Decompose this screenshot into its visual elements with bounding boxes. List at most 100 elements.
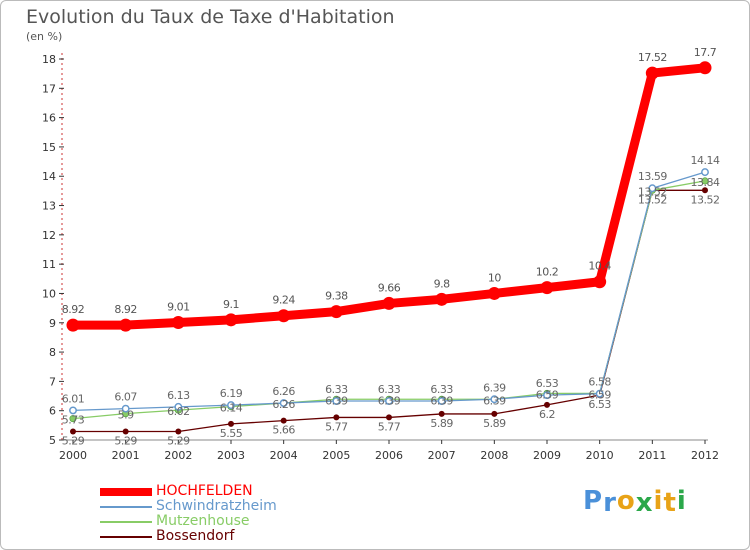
data-label: 10.2 — [536, 266, 559, 279]
data-point — [279, 399, 288, 408]
data-point — [280, 417, 287, 424]
y-tick-label: 14 — [42, 170, 56, 183]
data-label: 5.89 — [483, 417, 506, 430]
y-tick-label: 5 — [49, 434, 56, 447]
y-tick-label: 12 — [42, 229, 56, 242]
logo-letter: i — [676, 486, 687, 516]
data-label: 9.8 — [434, 277, 450, 290]
data-label: 13.52 — [638, 185, 667, 198]
x-tick-label: 2008 — [480, 449, 508, 462]
y-tick-label: 17 — [42, 82, 56, 95]
y-tick-label: 8 — [49, 346, 56, 359]
data-label: 6.01 — [62, 392, 85, 405]
data-label: 6.33 — [325, 383, 348, 396]
data-point — [491, 410, 498, 417]
data-label: 5.89 — [430, 417, 453, 430]
data-point — [593, 275, 607, 289]
x-tick-label: 2000 — [59, 449, 87, 462]
data-point — [702, 187, 708, 194]
data-label: 8.92 — [114, 303, 137, 316]
x-tick-label: 2012 — [691, 449, 719, 462]
logo-letter: o — [616, 486, 636, 516]
data-label: 13.84 — [691, 176, 720, 189]
data-point — [385, 397, 393, 405]
data-point — [70, 428, 76, 435]
data-label: 6.33 — [378, 383, 401, 396]
legend-item-bossendorf: Bossendorf — [100, 529, 420, 544]
data-point — [648, 184, 657, 193]
y-tick-label: 15 — [42, 141, 56, 154]
data-point — [386, 414, 392, 421]
data-label: 6.53 — [588, 398, 611, 411]
data-label: 5.73 — [62, 414, 85, 427]
x-tick-label: 2009 — [533, 449, 561, 462]
data-labels-layer: 8.92 8.92 9.01 9.1 9.24 9.38 9.66 9.8 10 10.2 10.4… — [62, 46, 721, 448]
y-tick-label: 18 — [42, 53, 56, 66]
data-label: 5.55 — [220, 427, 243, 440]
data-point — [382, 296, 396, 310]
legend-label: Bossendorf — [156, 528, 235, 544]
data-label: 5.77 — [325, 420, 348, 433]
data-label: 6.26 — [272, 385, 295, 398]
legend-label: Mutzenhouse — [156, 513, 250, 529]
data-label: 5.66 — [272, 424, 295, 437]
data-point — [435, 292, 449, 306]
data-label: 9.66 — [378, 281, 401, 294]
data-label: 8.92 — [62, 303, 85, 316]
chart-title: Evolution du Taux de Taxe d'Habitation — [26, 6, 395, 28]
data-label: 6.39 — [483, 381, 506, 394]
data-label: 6.07 — [114, 391, 137, 404]
y-tick-label: 11 — [42, 258, 56, 271]
y-tick-label: 9 — [49, 317, 56, 330]
data-point — [595, 389, 604, 398]
data-point — [122, 428, 129, 435]
data-label: 6.39 — [378, 394, 401, 407]
series-layer — [66, 61, 712, 435]
y-tick-label: 16 — [42, 112, 56, 125]
data-label: 13.52 — [691, 193, 720, 206]
data-point — [329, 305, 343, 319]
chart-axes: 5 6 7 8 9 10 11 12 13 14 15 16 17 18 2000 2001 2002 2003 2… — [42, 53, 719, 462]
y-tick-label: 13 — [42, 200, 56, 213]
data-label: 9.01 — [167, 300, 190, 313]
data-label: 17.7 — [694, 46, 717, 59]
chart-subtitle: (en %) — [26, 30, 63, 43]
data-point — [228, 420, 234, 427]
data-label: 6.39 — [483, 394, 506, 407]
data-label: 6.59 — [536, 388, 559, 401]
logo-letter: x — [635, 488, 654, 518]
data-point — [69, 415, 77, 423]
data-label: 14.14 — [691, 154, 720, 167]
data-point — [332, 397, 341, 405]
data-label: 6.13 — [167, 389, 190, 402]
x-tick-label: 2001 — [112, 449, 140, 462]
logo-letter: r — [603, 488, 617, 518]
data-point — [277, 309, 291, 323]
data-point — [544, 401, 550, 408]
y-tick-label: 10 — [42, 287, 56, 300]
x-tick-label: 2005 — [322, 449, 350, 462]
data-label: 10 — [488, 271, 501, 284]
data-label: 10.4 — [588, 260, 611, 273]
data-label: 5.29 — [114, 435, 137, 448]
data-point — [333, 414, 340, 421]
data-point — [175, 428, 182, 435]
x-tick-label: 2002 — [164, 449, 192, 462]
data-label: 13.59 — [638, 170, 667, 183]
data-label: 5.29 — [167, 435, 190, 448]
data-label: 9.38 — [325, 290, 348, 303]
data-label: 6.19 — [220, 387, 243, 400]
data-label: 9.1 — [223, 298, 239, 311]
data-label: 6.39 — [430, 394, 453, 407]
data-label: 6.53 — [536, 377, 559, 390]
data-point — [437, 397, 446, 405]
y-tick-label: 6 — [49, 405, 56, 418]
data-point — [66, 318, 80, 332]
data-label: 5.77 — [378, 420, 401, 433]
data-label: 6.33 — [430, 383, 453, 396]
data-point — [701, 168, 709, 177]
legend-label: HOCHFELDEN — [156, 483, 253, 499]
data-point — [487, 286, 501, 300]
